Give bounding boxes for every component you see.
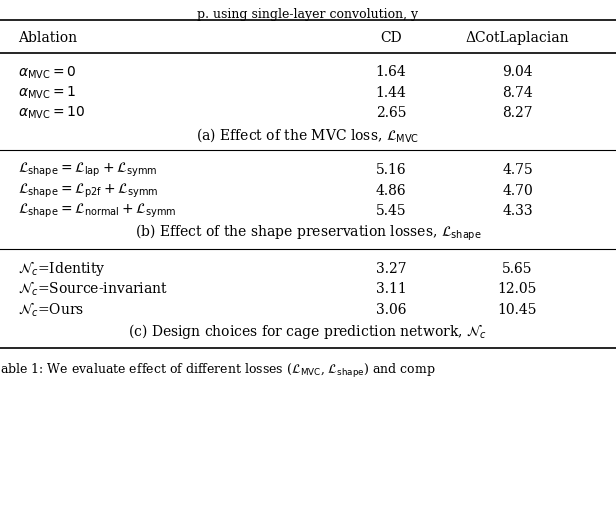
Text: 3.11: 3.11 — [376, 281, 407, 296]
Text: $\mathcal{L}_{\mathrm{shape}}=\mathcal{L}_{\mathrm{lap}}+\mathcal{L}_{\mathrm{sy: $\mathcal{L}_{\mathrm{shape}}=\mathcal{L… — [18, 161, 158, 179]
Text: $\alpha_{\mathrm{MVC}}=0$: $\alpha_{\mathrm{MVC}}=0$ — [18, 64, 76, 80]
Text: 4.75: 4.75 — [502, 163, 533, 177]
Text: 5.16: 5.16 — [376, 163, 407, 177]
Text: 5.45: 5.45 — [376, 204, 407, 218]
Text: (b) Effect of the shape preservation losses, $\mathcal{L}_{\mathrm{shape}}$: (b) Effect of the shape preservation los… — [135, 222, 481, 243]
Text: CD: CD — [380, 31, 402, 45]
Text: 5.65: 5.65 — [502, 261, 533, 275]
Text: p. using single-layer convolution, y: p. using single-layer convolution, y — [198, 8, 418, 21]
Text: 3.27: 3.27 — [376, 261, 407, 275]
Text: $\alpha_{\mathrm{MVC}}=1$: $\alpha_{\mathrm{MVC}}=1$ — [18, 84, 76, 101]
Text: $\mathcal{N}_c$=Ours: $\mathcal{N}_c$=Ours — [18, 300, 84, 318]
Text: (c) Design choices for cage prediction network, $\mathcal{N}_c$: (c) Design choices for cage prediction n… — [128, 321, 488, 341]
Text: 9.04: 9.04 — [502, 65, 533, 79]
Text: 8.27: 8.27 — [502, 106, 533, 120]
Text: ΔCotLaplacian: ΔCotLaplacian — [466, 31, 569, 45]
Text: Ablation: Ablation — [18, 31, 78, 45]
Text: 2.65: 2.65 — [376, 106, 407, 120]
Text: 1.44: 1.44 — [376, 86, 407, 100]
Text: 12.05: 12.05 — [498, 281, 537, 296]
Text: $\alpha_{\mathrm{MVC}}=10$: $\alpha_{\mathrm{MVC}}=10$ — [18, 105, 86, 121]
Text: 1.64: 1.64 — [376, 65, 407, 79]
Text: $\mathcal{L}_{\mathrm{shape}}=\mathcal{L}_{\mathrm{p2f}}+\mathcal{L}_{\mathrm{sy: $\mathcal{L}_{\mathrm{shape}}=\mathcal{L… — [18, 181, 159, 200]
Text: 3.06: 3.06 — [376, 302, 407, 316]
Text: $\mathcal{N}_c$=Source-invariant: $\mathcal{N}_c$=Source-invariant — [18, 279, 169, 298]
Text: 4.86: 4.86 — [376, 183, 407, 197]
Text: 8.74: 8.74 — [502, 86, 533, 100]
Text: able 1: We evaluate effect of different losses ($\mathcal{L}_{\mathrm{MVC}}$, $\: able 1: We evaluate effect of different … — [0, 361, 436, 380]
Text: $\mathcal{L}_{\mathrm{shape}}=\mathcal{L}_{\mathrm{normal}}+\mathcal{L}_{\mathrm: $\mathcal{L}_{\mathrm{shape}}=\mathcal{L… — [18, 202, 177, 220]
Text: $\mathcal{N}_c$=Identity: $\mathcal{N}_c$=Identity — [18, 259, 106, 278]
Text: 4.33: 4.33 — [502, 204, 533, 218]
Text: 10.45: 10.45 — [498, 302, 537, 316]
Text: 4.70: 4.70 — [502, 183, 533, 197]
Text: (a) Effect of the MVC loss, $\mathcal{L}_{\mathrm{MVC}}$: (a) Effect of the MVC loss, $\mathcal{L}… — [197, 126, 419, 143]
